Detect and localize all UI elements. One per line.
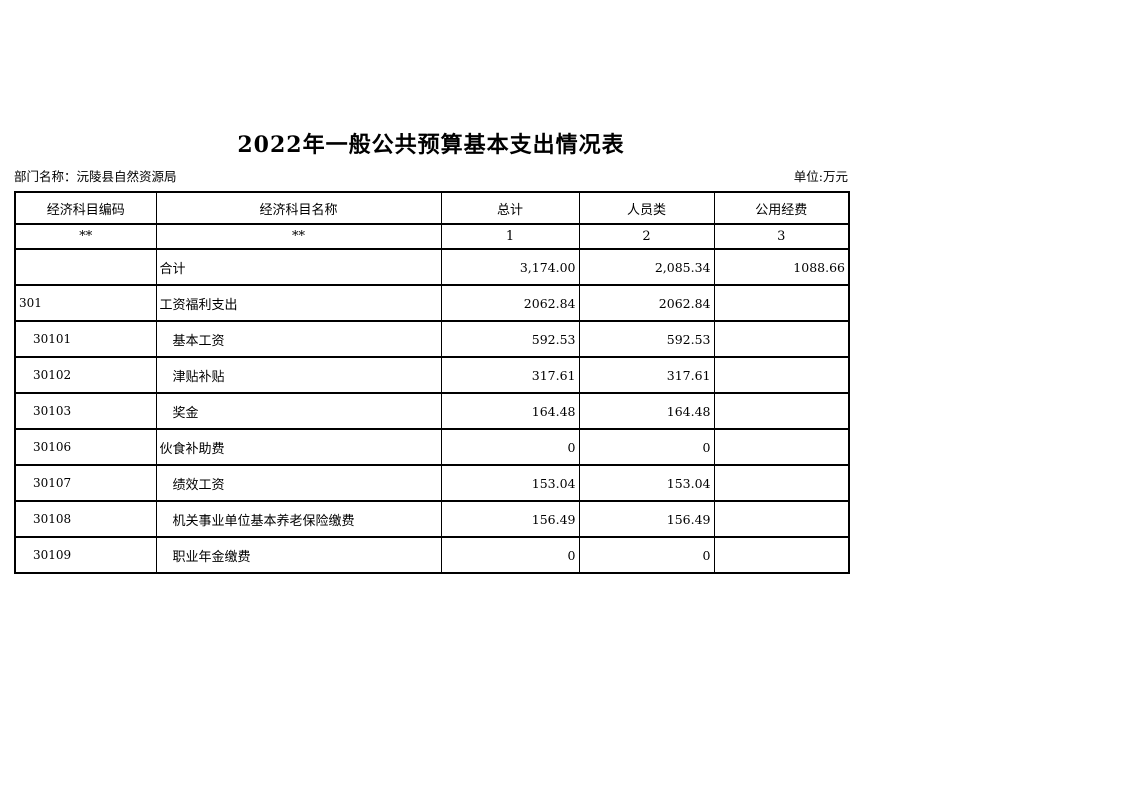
department-name-label: 部门名称：沅陵县自然资源局 [14,169,177,184]
cell-code: 30107 [14,464,157,502]
cell-code: 30108 [14,500,157,538]
cell-personnel: 156.49 [578,500,715,538]
index-cell-code: ** [14,223,157,250]
cell-name: 合计 [155,248,442,286]
table-row-301: 301 工资福利支出 2062.84 2062.84 [14,284,850,322]
index-cell-public-funds: 3 [713,223,850,250]
cell-personnel: 592.53 [578,320,715,358]
table-index-row: ** ** 1 2 3 [14,223,850,250]
cell-name: 职业年金缴费 [155,536,442,574]
index-cell-name: ** [155,223,442,250]
col-header-total: 总计 [440,191,580,225]
table-row-30109: 30109 职业年金缴费 0 0 [14,536,850,574]
cell-total: 592.53 [440,320,580,358]
cell-total: 0 [440,428,580,466]
cell-code: 30106 [14,428,157,466]
cell-public-funds: 1088.66 [713,248,850,286]
cell-personnel: 153.04 [578,464,715,502]
cell-public-funds [713,536,850,574]
cell-public-funds [713,500,850,538]
table-header-row: 经济科目编码 经济科目名称 总计 人员类 公用经费 [14,191,850,225]
budget-table: 经济科目编码 经济科目名称 总计 人员类 公用经费 ** ** 1 2 3 合计… [14,191,850,574]
cell-personnel: 0 [578,536,715,574]
cell-name: 津贴补贴 [155,356,442,394]
cell-total: 2062.84 [440,284,580,322]
table-row-30106: 30106 伙食补助费 0 0 [14,428,850,466]
cell-personnel: 317.61 [578,356,715,394]
index-cell-total: 1 [440,223,580,250]
cell-public-funds [713,320,850,358]
cell-name: 奖金 [155,392,442,430]
page-title: 2022年一般公共预算基本支出情况表 [237,132,625,158]
unit-label: 单位:万元 [793,169,848,184]
cell-total: 3,174.00 [440,248,580,286]
cell-public-funds [713,392,850,430]
col-header-public-funds: 公用经费 [713,191,850,225]
cell-code: 30109 [14,536,157,574]
cell-total: 0 [440,536,580,574]
cell-code: 30102 [14,356,157,394]
cell-total: 164.48 [440,392,580,430]
cell-code: 30103 [14,392,157,430]
table-row-30103: 30103 奖金 164.48 164.48 [14,392,850,430]
table-row-total: 合计 3,174.00 2,085.34 1088.66 [14,248,850,286]
meta-row: 部门名称：沅陵县自然资源局 单位:万元 [14,166,848,185]
cell-code: 30101 [14,320,157,358]
cell-name: 机关事业单位基本养老保险缴费 [155,500,442,538]
cell-name: 伙食补助费 [155,428,442,466]
cell-name: 工资福利支出 [155,284,442,322]
cell-code: 301 [14,284,157,322]
cell-public-funds [713,284,850,322]
table-row-30102: 30102 津贴补贴 317.61 317.61 [14,356,850,394]
cell-name: 基本工资 [155,320,442,358]
cell-personnel: 164.48 [578,392,715,430]
cell-public-funds [713,428,850,466]
cell-code [14,248,157,286]
cell-personnel: 0 [578,428,715,466]
cell-name: 绩效工资 [155,464,442,502]
cell-public-funds [713,356,850,394]
table-row-30108: 30108 机关事业单位基本养老保险缴费 156.49 156.49 [14,500,850,538]
col-header-personnel: 人员类 [578,191,715,225]
col-header-name: 经济科目名称 [155,191,442,225]
index-cell-personnel: 2 [578,223,715,250]
cell-total: 317.61 [440,356,580,394]
table-row-30107: 30107 绩效工资 153.04 153.04 [14,464,850,502]
cell-total: 153.04 [440,464,580,502]
table-row-30101: 30101 基本工资 592.53 592.53 [14,320,850,358]
cell-personnel: 2062.84 [578,284,715,322]
cell-public-funds [713,464,850,502]
cell-total: 156.49 [440,500,580,538]
cell-personnel: 2,085.34 [578,248,715,286]
col-header-code: 经济科目编码 [14,191,157,225]
